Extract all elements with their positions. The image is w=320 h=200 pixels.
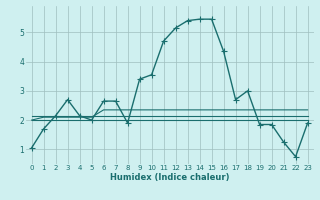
X-axis label: Humidex (Indice chaleur): Humidex (Indice chaleur) — [110, 173, 229, 182]
